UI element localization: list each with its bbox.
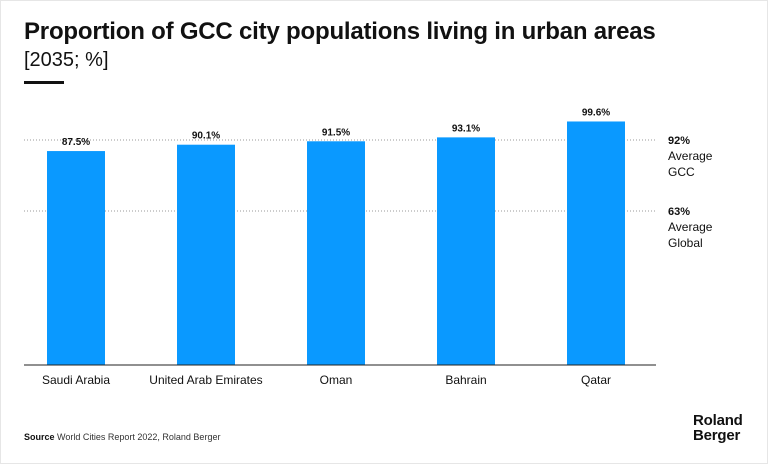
- bar-value-label-1: 90.1%: [192, 131, 220, 142]
- bar-2: [307, 141, 365, 365]
- chart-subtitle: [2035; %]: [24, 49, 109, 71]
- bar-4: [567, 121, 625, 365]
- bar-0: [47, 151, 105, 365]
- reference-text-label-0-0: Average: [668, 149, 713, 163]
- bar-value-label-0: 87.5%: [62, 137, 90, 148]
- category-label-1: United Arab Emirates: [149, 373, 262, 387]
- category-label-2: Oman: [320, 373, 353, 387]
- reference-text-label-1-1: Global: [668, 236, 703, 250]
- category-label-4: Qatar: [581, 373, 611, 387]
- bar-value-label-2: 91.5%: [322, 127, 350, 138]
- reference-text-label-1-0: Average: [668, 220, 713, 234]
- title-underline: [24, 81, 64, 84]
- source-text: World Cities Report 2022, Roland Berger: [57, 432, 221, 442]
- chart-title: Proportion of GCC city populations livin…: [24, 18, 656, 45]
- bar-1: [177, 144, 235, 365]
- bar-3: [437, 137, 495, 365]
- source-label: Source: [24, 432, 55, 442]
- reference-text-label-0-1: GCC: [668, 165, 695, 179]
- bar-value-label-3: 93.1%: [452, 123, 480, 134]
- bar-value-label-4: 99.6%: [582, 107, 610, 118]
- reference-value-label-1: 63%: [668, 206, 690, 218]
- logo-line-2: Berger: [693, 427, 741, 444]
- category-label-3: Bahrain: [445, 373, 486, 387]
- roland-berger-logo: Roland Berger: [693, 413, 743, 443]
- category-label-0: Saudi Arabia: [42, 373, 110, 387]
- source-note: Source World Cities Report 2022, Roland …: [24, 432, 220, 442]
- logo-line-1: Roland: [693, 412, 743, 429]
- reference-value-label-0: 92%: [668, 135, 690, 147]
